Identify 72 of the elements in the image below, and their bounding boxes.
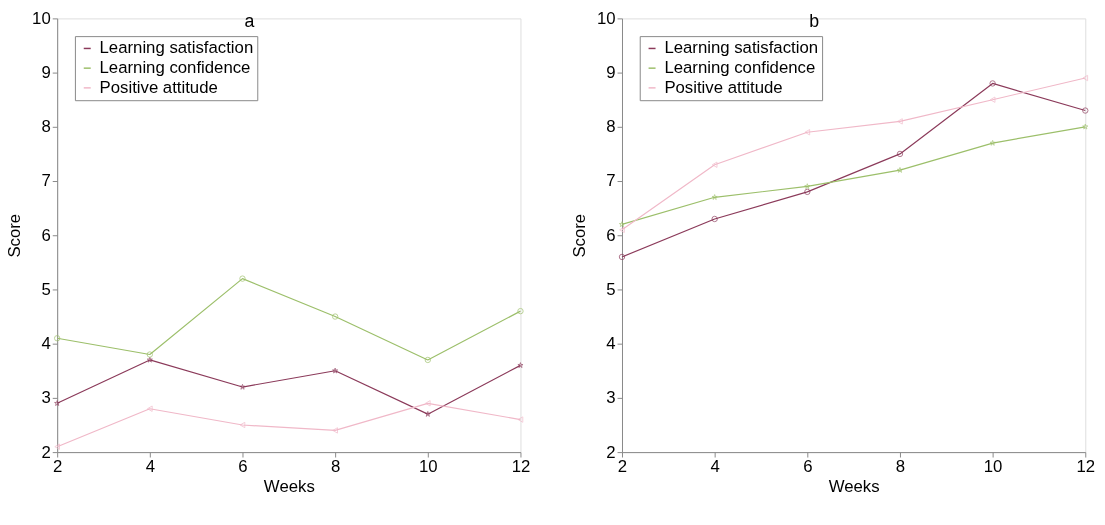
x-tick-label: 10 [418, 457, 438, 477]
x-axis-title: Weeks [828, 477, 880, 497]
point [804, 183, 811, 190]
legend-label: Learning satisfaction [664, 38, 819, 58]
y-tick-label: 2 [606, 442, 616, 462]
x-tick-label: 12 [511, 457, 531, 477]
y-tick-label: 7 [41, 171, 51, 191]
point [146, 356, 153, 363]
y-tick-label: 4 [41, 334, 51, 354]
point [332, 427, 338, 434]
point [989, 80, 996, 87]
point [146, 405, 153, 412]
point [897, 118, 903, 125]
y-tick-label: 7 [606, 171, 616, 191]
point [54, 400, 61, 406]
y-tick-label: 8 [606, 117, 616, 137]
x-tick-label: 4 [145, 457, 155, 477]
y-tick-label: 9 [41, 63, 51, 83]
point [711, 161, 718, 168]
point [54, 443, 61, 450]
point [239, 421, 246, 429]
point [804, 188, 811, 196]
chart-title: b [809, 11, 820, 32]
legend-label: Learning confidence [99, 58, 251, 78]
point [896, 150, 904, 158]
y-tick-label: 10 [596, 8, 616, 28]
y-tick-label: 9 [606, 63, 616, 83]
y-tick-label: 6 [41, 225, 51, 245]
point [332, 367, 339, 374]
y-tick-label: 4 [606, 334, 616, 354]
point [711, 194, 718, 200]
point [331, 313, 339, 320]
point [239, 275, 246, 282]
y-axis-title: Score [570, 213, 590, 258]
legend-label: Positive attitude [99, 77, 218, 97]
point [239, 383, 246, 390]
y-tick-label: 8 [41, 117, 51, 137]
y-tick-label: 5 [606, 279, 616, 299]
x-tick-label: 8 [895, 457, 906, 477]
point [804, 129, 811, 136]
x-tick-label: 6 [238, 457, 248, 477]
point [424, 410, 431, 417]
x-tick-label: 10 [983, 457, 1003, 477]
x-tick-label: 12 [1076, 457, 1096, 477]
point [517, 416, 524, 423]
point [989, 96, 996, 103]
point [146, 351, 154, 358]
x-tick-label: 6 [803, 457, 813, 477]
y-tick-label: 3 [41, 388, 51, 408]
x-tick-label: 4 [710, 457, 720, 477]
point [619, 226, 625, 234]
point [517, 362, 524, 369]
y-tick-label: 2 [41, 442, 51, 462]
point [989, 139, 996, 146]
legend-label: Learning satisfaction [99, 38, 254, 58]
legend-label: Learning confidence [664, 58, 816, 78]
x-tick-label: 8 [330, 457, 341, 477]
y-tick-label: 6 [606, 225, 616, 245]
y-tick-label: 5 [41, 279, 51, 299]
chart-title: a [244, 11, 255, 32]
y-axis-title: Score [5, 213, 25, 258]
point [896, 166, 904, 173]
point [424, 400, 431, 407]
point [1082, 74, 1089, 82]
legend-label: Positive attitude [664, 77, 783, 97]
point [1082, 123, 1089, 130]
y-tick-label: 3 [606, 388, 616, 408]
point [424, 356, 432, 364]
point [618, 221, 626, 228]
y-tick-label: 10 [32, 8, 51, 28]
x-axis-title: Weeks [263, 477, 315, 497]
point [711, 215, 718, 223]
